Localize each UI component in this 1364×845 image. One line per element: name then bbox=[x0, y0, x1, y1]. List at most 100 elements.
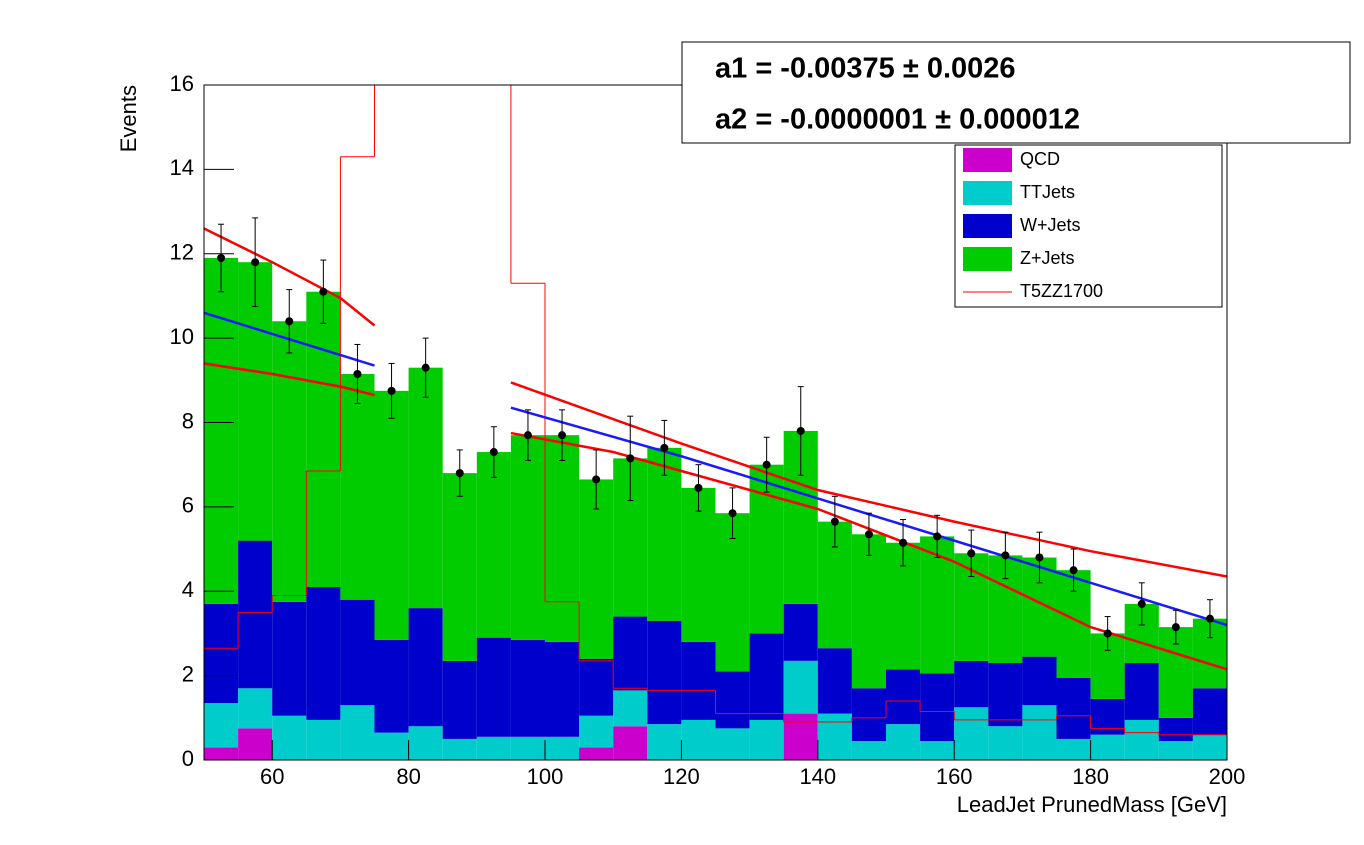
stack-bar bbox=[408, 726, 443, 760]
data-point bbox=[864, 530, 873, 539]
data-point bbox=[728, 509, 737, 518]
stack-bar bbox=[1090, 734, 1125, 760]
fit-curve bbox=[510, 381, 1227, 578]
data-point bbox=[660, 443, 669, 452]
stack-bar bbox=[1124, 719, 1159, 760]
y-tick-label: 0 bbox=[182, 746, 194, 771]
fit-curve bbox=[510, 431, 1227, 671]
legend-swatch bbox=[963, 181, 1012, 205]
data-point bbox=[830, 517, 839, 526]
stack-bar bbox=[1158, 717, 1193, 742]
stack-bar bbox=[647, 447, 682, 621]
data-point bbox=[421, 363, 430, 372]
stack-bar bbox=[204, 703, 239, 748]
stack-bar bbox=[749, 633, 784, 720]
stack-bar bbox=[647, 724, 682, 760]
legend-label: Z+Jets bbox=[1020, 248, 1075, 268]
x-tick-label: 160 bbox=[936, 764, 973, 789]
legend: QCD TTJets W+Jets Z+Jets T5ZZ1700 bbox=[963, 148, 1103, 301]
x-tick-label: 140 bbox=[799, 764, 836, 789]
data-point bbox=[285, 317, 294, 326]
stack-bar bbox=[817, 713, 852, 760]
stack-bar bbox=[886, 724, 921, 760]
stack-bar bbox=[920, 741, 955, 760]
data-point bbox=[387, 386, 396, 395]
data-point bbox=[592, 475, 601, 484]
stack-bar bbox=[545, 641, 580, 737]
stack-bar bbox=[238, 540, 273, 689]
y-tick-label: 14 bbox=[170, 155, 194, 180]
data-point bbox=[1205, 614, 1214, 623]
data-point bbox=[489, 448, 498, 457]
stack-bar bbox=[306, 291, 341, 588]
data-point bbox=[1069, 566, 1078, 575]
stack-bar bbox=[783, 603, 818, 661]
stack-bar bbox=[579, 658, 614, 716]
data-point bbox=[1103, 629, 1112, 638]
data-point bbox=[1171, 623, 1180, 632]
stack-bar bbox=[408, 608, 443, 727]
stack-bar bbox=[886, 669, 921, 725]
stack-bar bbox=[613, 726, 648, 760]
data-point bbox=[626, 454, 635, 463]
legend-label: QCD bbox=[1020, 149, 1060, 169]
stack-bar bbox=[1056, 738, 1091, 760]
y-tick-label: 4 bbox=[182, 577, 194, 602]
stack-bar bbox=[306, 719, 341, 760]
stack-bar bbox=[579, 715, 614, 748]
stack-bar bbox=[476, 637, 511, 737]
stack-bar bbox=[783, 660, 818, 714]
data-point bbox=[353, 369, 362, 378]
fit-curve bbox=[204, 227, 376, 327]
x-tick-label: 200 bbox=[1209, 764, 1246, 789]
data-point bbox=[1137, 599, 1146, 608]
plot-area bbox=[204, 85, 1227, 760]
data-point bbox=[1035, 553, 1044, 562]
stack-bar bbox=[954, 707, 989, 760]
stack-bar bbox=[715, 728, 750, 760]
stack-bar bbox=[1192, 688, 1227, 735]
x-tick-label: 100 bbox=[527, 764, 564, 789]
stack-bar bbox=[1090, 698, 1125, 735]
y-tick-label: 8 bbox=[182, 408, 194, 433]
legend-swatch bbox=[963, 247, 1012, 271]
data-point bbox=[762, 460, 771, 469]
stack-bar bbox=[545, 435, 580, 642]
stack-bar bbox=[340, 599, 375, 706]
stack-bar bbox=[613, 616, 648, 691]
fit-curve bbox=[510, 406, 1227, 627]
stack-bar bbox=[681, 719, 716, 760]
x-tick-label: 80 bbox=[396, 764, 420, 789]
data-point bbox=[1001, 551, 1010, 560]
data-point bbox=[796, 426, 805, 435]
stack-bar bbox=[613, 690, 648, 727]
y-axis-label: Events bbox=[116, 85, 141, 152]
fit-parameter: a1 = -0.00375 ± 0.0026 bbox=[715, 53, 1016, 85]
stack-bar bbox=[1022, 656, 1057, 706]
stack-bar bbox=[374, 390, 409, 640]
legend-label: W+Jets bbox=[1020, 215, 1081, 235]
fit-parameter: a2 = -0.0000001 ± 0.000012 bbox=[715, 104, 1080, 136]
y-tick-label: 12 bbox=[170, 240, 194, 265]
x-axis-label: LeadJet PrunedMass [GeV] bbox=[957, 792, 1227, 817]
stack-bar bbox=[1158, 741, 1193, 760]
stack-bar bbox=[647, 620, 682, 725]
stack-bar bbox=[476, 736, 511, 760]
data-point bbox=[558, 431, 567, 440]
stack-bar bbox=[1124, 662, 1159, 720]
stack-bar bbox=[851, 534, 886, 689]
stack-bar bbox=[204, 257, 239, 604]
stack-bar bbox=[238, 262, 273, 541]
stack-bar bbox=[510, 639, 545, 737]
stack-bar bbox=[579, 747, 614, 760]
stack-bar bbox=[238, 728, 273, 760]
stack-bar bbox=[783, 713, 818, 760]
data-point bbox=[251, 258, 260, 267]
stack-bar bbox=[988, 662, 1023, 727]
stack-bar bbox=[681, 487, 716, 642]
data-point bbox=[217, 253, 226, 262]
stack-bar bbox=[272, 715, 307, 760]
axes: 0 2 4 6 8 10 12 14 16 60 80 100 120 140 160 180 200 bbox=[170, 71, 1246, 789]
stack-bar bbox=[476, 452, 511, 638]
